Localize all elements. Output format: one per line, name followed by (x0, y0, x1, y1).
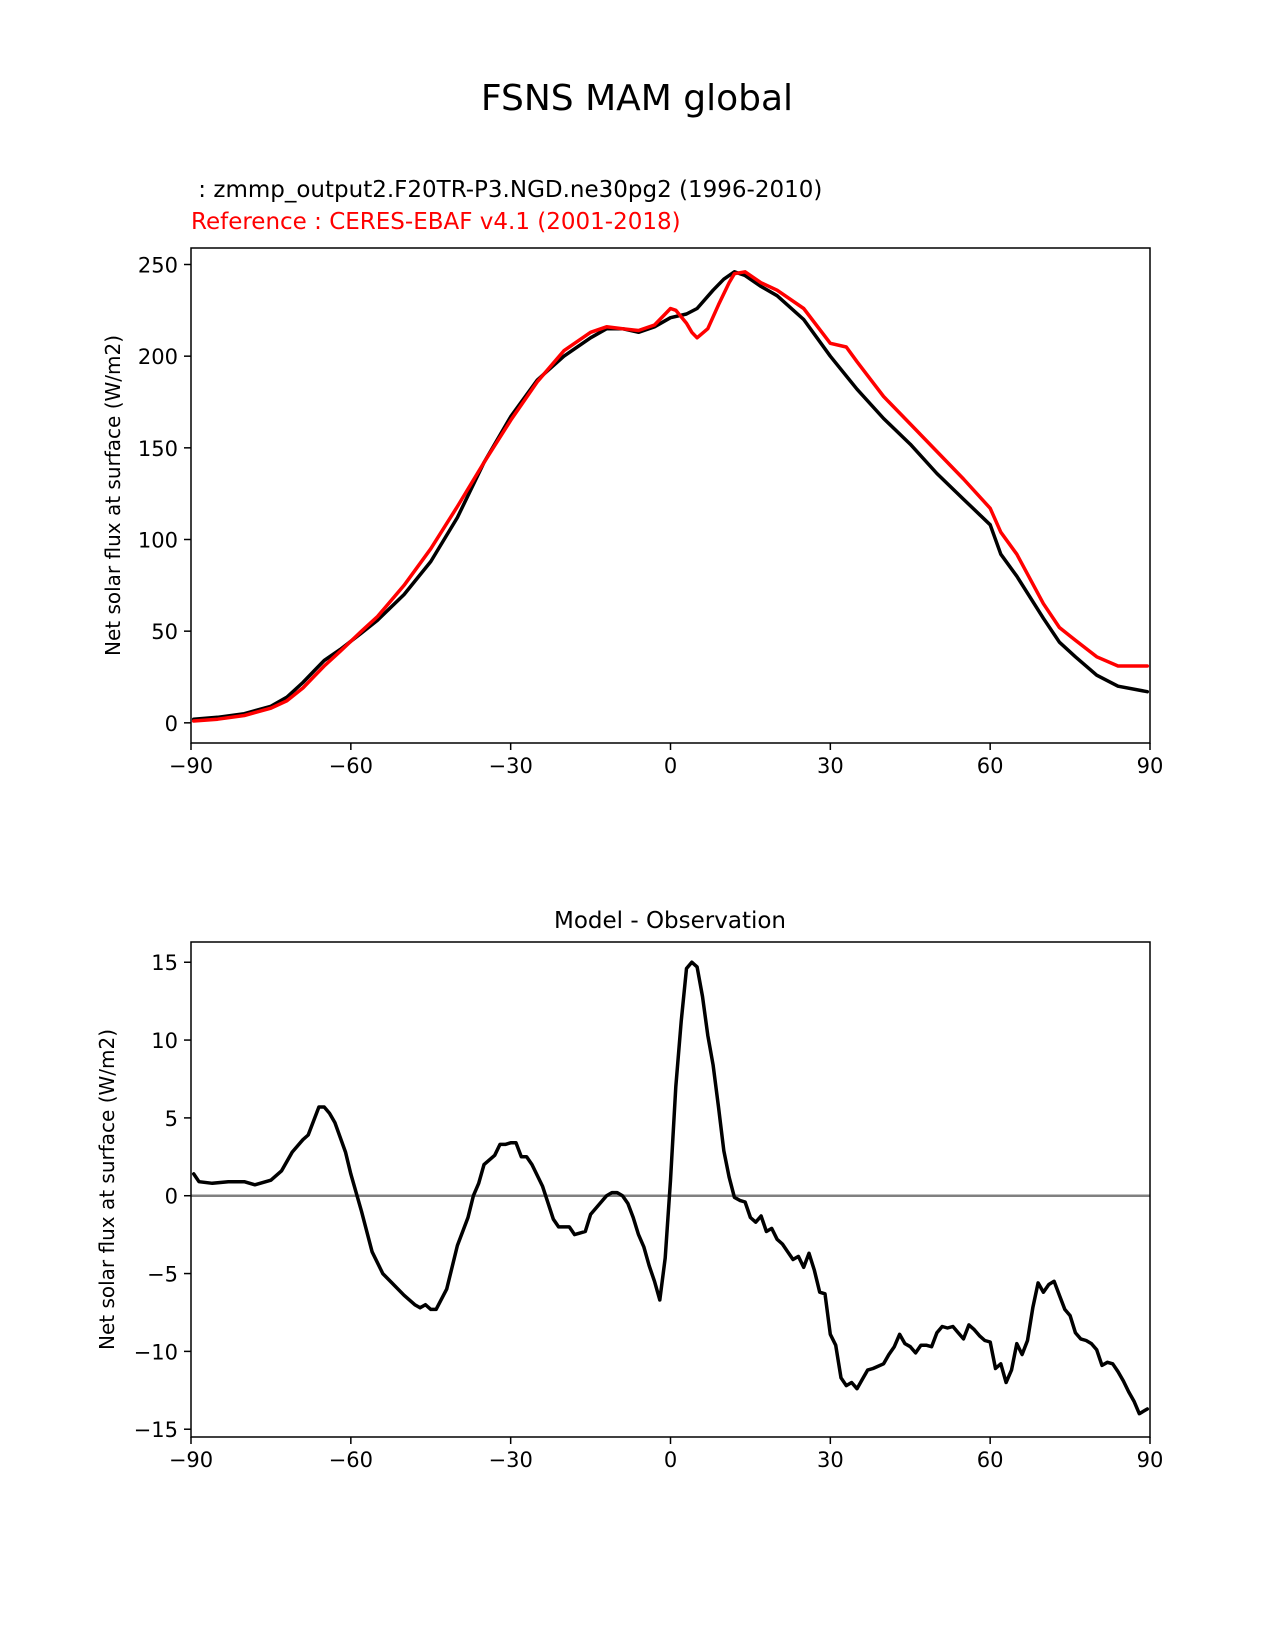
reference-label: Reference : CERES-EBAF v4.1 (2001-2018) (191, 209, 681, 235)
top-y-axis-label: Net solar flux at surface (W/m2) (101, 335, 125, 656)
x-tick-label: 0 (664, 754, 677, 778)
y-tick-label: 5 (165, 1107, 178, 1131)
test-label: : zmmp_output2.F20TR-P3.NGD.ne30pg2 (199… (191, 177, 822, 203)
top-tick-layer: −90 −60 −30 0 30 60 90 0 50 100 150 200 250 (138, 254, 1163, 779)
x-tick-label: 0 (664, 1448, 677, 1472)
y-tick-label: 150 (138, 437, 178, 461)
x-tick-label: −30 (489, 754, 533, 778)
bottom-axes-frame (190, 941, 1151, 1438)
x-tick-label: −30 (489, 1448, 533, 1472)
x-tick-label: 90 (1137, 1448, 1164, 1472)
panel-top: : zmmp_output2.F20TR-P3.NGD.ne30pg2 (199… (101, 177, 1163, 778)
panel-bottom: Model - Observation −90 −60 −30 0 30 60 90−15−… (95, 908, 1163, 1472)
x-tick-label: 30 (817, 1448, 844, 1472)
y-tick-label: −10 (134, 1340, 178, 1364)
series-line-difference (191, 960, 1150, 1416)
x-tick-label: −60 (329, 754, 373, 778)
series-line-reference (191, 270, 1150, 723)
x-tick-label: −60 (329, 1448, 373, 1472)
y-tick-label: 0 (165, 712, 178, 736)
top-axes-frame (190, 247, 1151, 744)
y-tick-label: −5 (147, 1263, 178, 1287)
top-series-layer (191, 270, 1150, 723)
y-tick-label: 250 (138, 254, 178, 278)
x-tick-label: 60 (977, 754, 1004, 778)
x-tick-label: −90 (169, 754, 213, 778)
y-tick-label: −15 (134, 1418, 178, 1442)
bottom-tick-layer: −90 −60 −30 0 30 60 90 −15 −10 −5 0 5 10 15 (134, 951, 1164, 1472)
y-tick-label: 200 (138, 345, 178, 369)
x-tick-label: 60 (977, 1448, 1004, 1472)
x-tick-label: 90 (1137, 754, 1164, 778)
series-line-test (191, 270, 1150, 721)
x-tick-label: −90 (169, 1448, 213, 1472)
x-tick-label: 30 (817, 754, 844, 778)
y-tick-label: 0 (165, 1185, 178, 1209)
bottom-series-layer (191, 960, 1150, 1416)
y-tick-label: 50 (151, 620, 178, 644)
figure-title: FSNS MAM global (481, 78, 793, 119)
bottom-title: Model - Observation (554, 908, 786, 934)
y-tick-label: 15 (151, 951, 178, 975)
y-tick-label: 10 (151, 1029, 178, 1053)
y-tick-label: 100 (138, 529, 178, 553)
bottom-y-axis-label: Net solar flux at surface (W/m2) (95, 1029, 119, 1350)
